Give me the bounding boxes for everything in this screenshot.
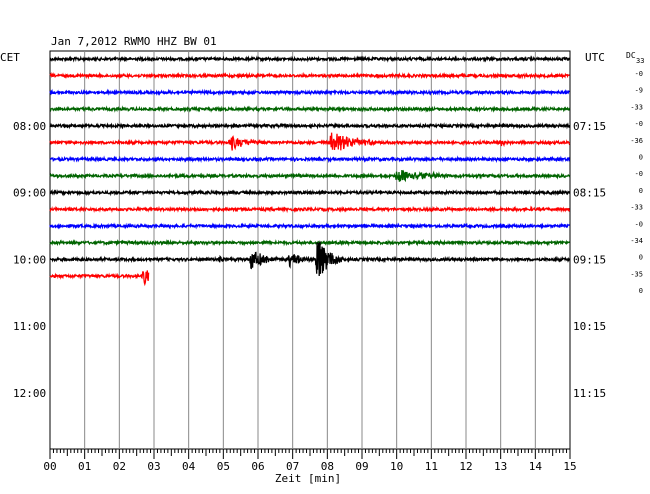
x-tick-label: 03: [147, 460, 160, 473]
x-tick-label: 13: [494, 460, 507, 473]
x-tick-label: 01: [78, 460, 91, 473]
x-tick-label: 04: [182, 460, 196, 473]
x-tick-label: 06: [251, 460, 264, 473]
x-tick-label: 00: [43, 460, 56, 473]
trace-row-1: [49, 71, 570, 80]
row-offset-label: 0: [639, 187, 643, 195]
left-time-label: 08:00: [13, 120, 46, 133]
trace-row-11: [49, 238, 571, 247]
row-offset-label: -36: [630, 137, 643, 145]
row-offset-label: -0: [635, 220, 643, 228]
trace-row-12: [49, 241, 571, 277]
left-timezone-label: CET: [0, 51, 20, 64]
row-offset-label: 0: [639, 254, 643, 262]
trace-row-9: [49, 205, 571, 214]
x-tick-label: 14: [529, 460, 543, 473]
trace-row-4: [49, 122, 571, 130]
x-axis-label: Zeit [min]: [275, 472, 341, 485]
right-time-label: 11:15: [573, 387, 606, 400]
row-offset-label: 0: [639, 154, 643, 162]
trace-row-10: [49, 222, 571, 230]
trace-row-3: [49, 105, 571, 113]
row-offset-label: -35: [630, 270, 643, 278]
row-offset-label: -33: [630, 103, 643, 111]
left-time-label: 09:00: [13, 187, 46, 200]
row-offset-label: -33: [630, 204, 643, 212]
left-time-labels: 08:00 09:00 10:00 11:00 12:00: [13, 120, 46, 400]
vertical-gridlines: [84, 51, 536, 449]
row-offset-labels: -0 -9 -33 -0 -36 0 -0 0 -33 -0 -34 0 -35 0: [630, 70, 643, 295]
right-time-label: 10:15: [573, 320, 606, 333]
right-time-labels: 07:15 08:15 09:15 10:15 11:15: [573, 120, 606, 400]
trace-row-5: [49, 132, 571, 151]
row-offset-label: -0: [635, 120, 643, 128]
right-time-label: 09:15: [573, 253, 606, 266]
x-tick-label: 15: [563, 460, 576, 473]
trace-row-13: [49, 270, 150, 287]
trace-row-2: [49, 88, 570, 97]
x-tick-label: 09: [355, 460, 368, 473]
right-timezone-label: UTC: [585, 51, 605, 64]
row-offset-label: 0: [639, 287, 643, 295]
trace-row-0: [49, 55, 571, 63]
trace-row-6: [49, 155, 571, 164]
x-tick-label: 07: [286, 460, 299, 473]
x-tick-label: 02: [113, 460, 126, 473]
dc-label: DC: [626, 51, 636, 60]
trace-group: [49, 55, 571, 287]
x-tick-label: 05: [217, 460, 230, 473]
x-tick-label: 10: [390, 460, 403, 473]
row-offset-label: -0: [635, 170, 643, 178]
chart-title: Jan 7,2012 RWMO HHZ BW 01: [51, 35, 217, 48]
row-offset-label: -34: [630, 237, 643, 245]
trace-row-8: [49, 188, 571, 197]
row-offset-label: -0: [635, 70, 643, 78]
x-tick-label: 12: [459, 460, 472, 473]
x-tick-label: 08: [321, 460, 334, 473]
row-offset-label: -9: [635, 87, 643, 95]
left-time-label: 12:00: [13, 387, 46, 400]
trace-row-7: [49, 169, 571, 183]
right-time-label: 08:15: [573, 187, 606, 200]
dc-value: 33: [636, 57, 644, 65]
left-time-label: 10:00: [13, 253, 46, 266]
left-time-label: 11:00: [13, 320, 46, 333]
x-tick-label: 11: [425, 460, 438, 473]
right-time-label: 07:15: [573, 120, 606, 133]
x-axis: 00 01 02 03 04 05 06 07 08 09 10 11 12 13 14 15: [43, 449, 577, 473]
